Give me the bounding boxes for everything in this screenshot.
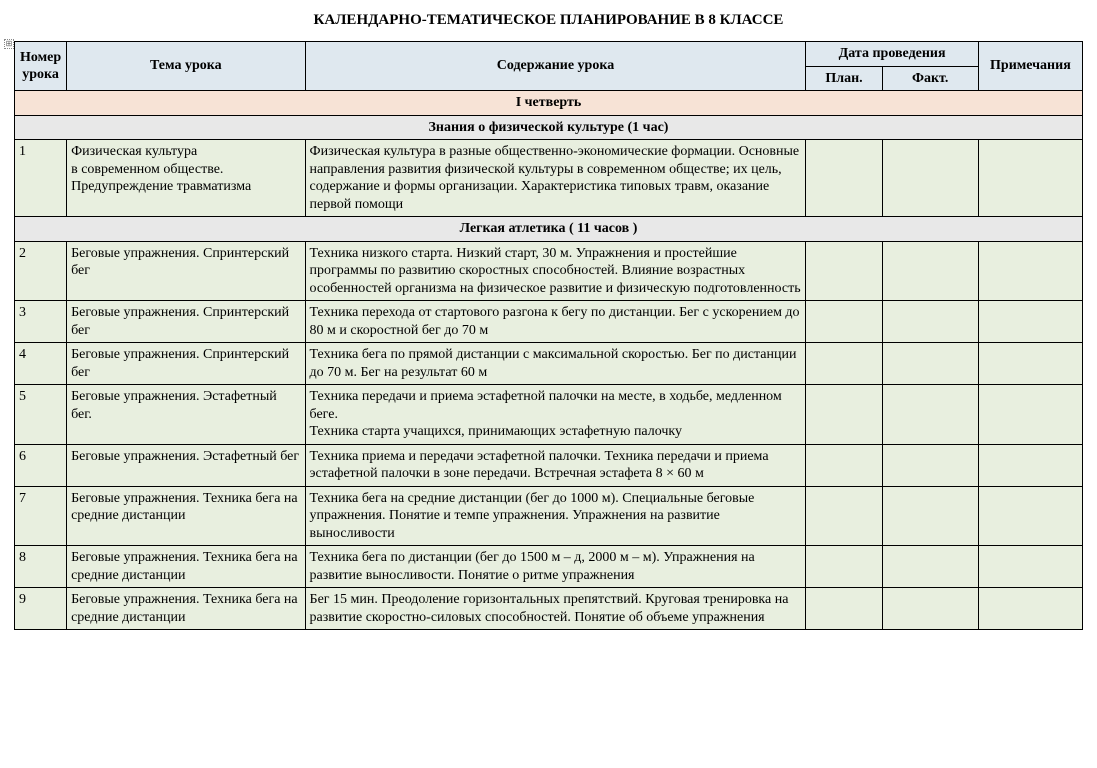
content-cell: Техника бега по прямой дистанции с макси…: [305, 343, 806, 385]
notes-cell: [978, 444, 1082, 486]
num-cell: 6: [15, 444, 67, 486]
col-header-num: Номер урока: [15, 42, 67, 91]
plan-cell: [806, 444, 882, 486]
content-cell: Техника бега по дистанции (бег до 1500 м…: [305, 546, 806, 588]
planning-table: Номер урока Тема урока Содержание урока …: [14, 41, 1083, 630]
table-row: 9Беговые упражнения. Техника бега на сре…: [15, 588, 1083, 630]
num-cell: 5: [15, 385, 67, 445]
table-row: 7Беговые упражнения. Техника бега на сре…: [15, 486, 1083, 546]
plan-cell: [806, 241, 882, 301]
table-anchor-icon: ⊞: [4, 39, 14, 49]
num-cell: 3: [15, 301, 67, 343]
table-row: Знания о физической культуре (1 час): [15, 115, 1083, 140]
content-cell: Техника бега на средние дистанции (бег д…: [305, 486, 806, 546]
col-header-content: Содержание урока: [305, 42, 806, 91]
content-cell: Техника приема и передачи эстафетной пал…: [305, 444, 806, 486]
notes-cell: [978, 140, 1082, 217]
topic-cell: Беговые упражнения. Техника бега на сред…: [67, 486, 305, 546]
quarter-label: I четверть: [15, 91, 1083, 116]
topic-cell: Беговые упражнения. Эстафетный бег.: [67, 385, 305, 445]
fact-cell: [882, 444, 978, 486]
section-label: Знания о физической культуре (1 час): [15, 115, 1083, 140]
table-row: 4Беговые упражнения. Спринтерский бегТех…: [15, 343, 1083, 385]
col-header-notes: Примечания: [978, 42, 1082, 91]
num-cell: 9: [15, 588, 67, 630]
table-row: 3Беговые упражнения. Спринтерский бегТех…: [15, 301, 1083, 343]
fact-cell: [882, 241, 978, 301]
notes-cell: [978, 301, 1082, 343]
plan-cell: [806, 486, 882, 546]
plan-cell: [806, 588, 882, 630]
fact-cell: [882, 301, 978, 343]
fact-cell: [882, 486, 978, 546]
fact-cell: [882, 385, 978, 445]
col-header-fact: Факт.: [882, 66, 978, 91]
notes-cell: [978, 546, 1082, 588]
content-cell: Физическая культура в разные общественно…: [305, 140, 806, 217]
table-row: Легкая атлетика ( 11 часов ): [15, 217, 1083, 242]
col-header-date-group: Дата проведения: [806, 42, 978, 67]
plan-cell: [806, 140, 882, 217]
topic-cell: Беговые упражнения. Спринтерский бег: [67, 343, 305, 385]
table-row: 5Беговые упражнения. Эстафетный бег.Техн…: [15, 385, 1083, 445]
notes-cell: [978, 343, 1082, 385]
notes-cell: [978, 385, 1082, 445]
num-cell: 4: [15, 343, 67, 385]
notes-cell: [978, 241, 1082, 301]
table-header-row-1: Номер урока Тема урока Содержание урока …: [15, 42, 1083, 67]
content-cell: Техника низкого старта. Низкий старт, 30…: [305, 241, 806, 301]
section-label: Легкая атлетика ( 11 часов ): [15, 217, 1083, 242]
table-row: 8Беговые упражнения. Техника бега на сре…: [15, 546, 1083, 588]
notes-cell: [978, 588, 1082, 630]
fact-cell: [882, 588, 978, 630]
topic-cell: Беговые упражнения. Эстафетный бег: [67, 444, 305, 486]
notes-cell: [978, 486, 1082, 546]
table-row: 1Физическая культурав современном общест…: [15, 140, 1083, 217]
topic-cell: Беговые упражнения. Техника бега на сред…: [67, 546, 305, 588]
plan-cell: [806, 301, 882, 343]
num-cell: 2: [15, 241, 67, 301]
plan-cell: [806, 385, 882, 445]
plan-cell: [806, 343, 882, 385]
content-cell: Техника перехода от стартового разгона к…: [305, 301, 806, 343]
fact-cell: [882, 343, 978, 385]
plan-cell: [806, 546, 882, 588]
content-cell: Техника передачи и приема эстафетной пал…: [305, 385, 806, 445]
topic-cell: Беговые упражнения. Спринтерский бег: [67, 301, 305, 343]
topic-cell: Физическая культурав современном обществ…: [67, 140, 305, 217]
col-header-topic: Тема урока: [67, 42, 305, 91]
num-cell: 1: [15, 140, 67, 217]
num-cell: 8: [15, 546, 67, 588]
col-header-plan: План.: [806, 66, 882, 91]
table-row: 2Беговые упражнения. Спринтерский бегТех…: [15, 241, 1083, 301]
fact-cell: [882, 140, 978, 217]
table-row: 6Беговые упражнения. Эстафетный бегТехни…: [15, 444, 1083, 486]
page-title: КАЛЕНДАРНО-ТЕМАТИЧЕСКОЕ ПЛАНИРОВАНИЕ В 8…: [14, 12, 1083, 29]
topic-cell: Беговые упражнения. Спринтерский бег: [67, 241, 305, 301]
fact-cell: [882, 546, 978, 588]
topic-cell: Беговые упражнения. Техника бега на сред…: [67, 588, 305, 630]
planning-table-body: I четвертьЗнания о физической культуре (…: [15, 91, 1083, 630]
content-cell: Бег 15 мин. Преодоление горизонтальных п…: [305, 588, 806, 630]
num-cell: 7: [15, 486, 67, 546]
table-row: I четверть: [15, 91, 1083, 116]
